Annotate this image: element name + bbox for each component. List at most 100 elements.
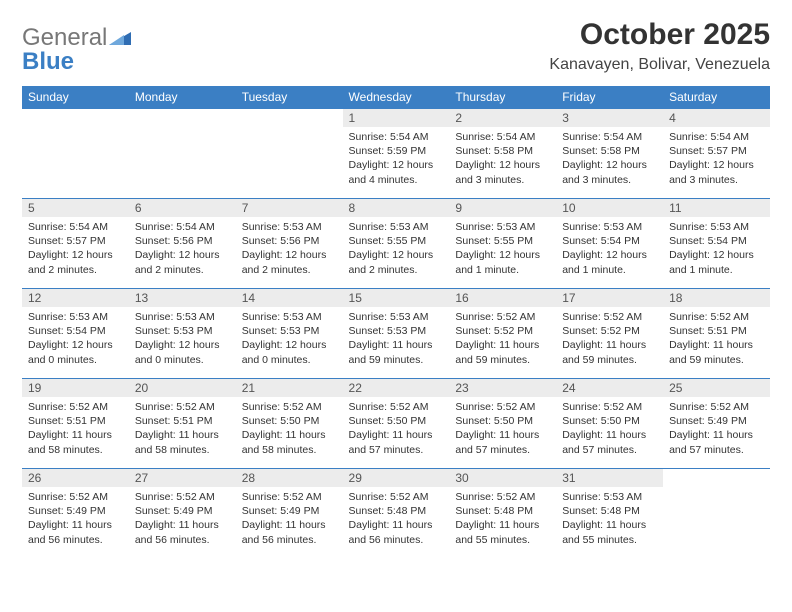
day-details: Sunrise: 5:53 AMSunset: 5:53 PMDaylight:… <box>343 307 450 371</box>
sunrise-line: Sunrise: 5:52 AM <box>669 310 764 324</box>
logo-text-2: Blue <box>22 48 131 76</box>
sunset-line: Sunset: 5:54 PM <box>28 324 123 338</box>
sunrise-line: Sunrise: 5:53 AM <box>349 220 444 234</box>
day-number: 2 <box>449 109 556 127</box>
daylight-line: Daylight: 11 hours and 56 minutes. <box>135 518 230 546</box>
day-number: 4 <box>663 109 770 127</box>
sunset-line: Sunset: 5:49 PM <box>135 504 230 518</box>
day-details: Sunrise: 5:52 AMSunset: 5:49 PMDaylight:… <box>22 487 129 551</box>
day-details: Sunrise: 5:52 AMSunset: 5:52 PMDaylight:… <box>449 307 556 371</box>
sunset-line: Sunset: 5:50 PM <box>562 414 657 428</box>
day-details: Sunrise: 5:53 AMSunset: 5:53 PMDaylight:… <box>129 307 236 371</box>
daylight-line: Daylight: 12 hours and 2 minutes. <box>28 248 123 276</box>
day-details: Sunrise: 5:52 AMSunset: 5:51 PMDaylight:… <box>22 397 129 461</box>
calendar-day-cell: 19Sunrise: 5:52 AMSunset: 5:51 PMDayligh… <box>22 379 129 469</box>
sunrise-line: Sunrise: 5:52 AM <box>455 400 550 414</box>
daylight-line: Daylight: 12 hours and 2 minutes. <box>135 248 230 276</box>
sunset-line: Sunset: 5:56 PM <box>135 234 230 248</box>
daylight-line: Daylight: 11 hours and 59 minutes. <box>349 338 444 366</box>
sunrise-line: Sunrise: 5:52 AM <box>562 310 657 324</box>
calendar-week-row: 19Sunrise: 5:52 AMSunset: 5:51 PMDayligh… <box>22 379 770 469</box>
day-number: 26 <box>22 469 129 487</box>
sunset-line: Sunset: 5:55 PM <box>349 234 444 248</box>
sunset-line: Sunset: 5:58 PM <box>455 144 550 158</box>
calendar-day-cell: 12Sunrise: 5:53 AMSunset: 5:54 PMDayligh… <box>22 289 129 379</box>
calendar-day-cell: 27Sunrise: 5:52 AMSunset: 5:49 PMDayligh… <box>129 469 236 559</box>
day-details: Sunrise: 5:54 AMSunset: 5:58 PMDaylight:… <box>556 127 663 191</box>
sunrise-line: Sunrise: 5:53 AM <box>349 310 444 324</box>
calendar-day-cell: 29Sunrise: 5:52 AMSunset: 5:48 PMDayligh… <box>343 469 450 559</box>
sunrise-line: Sunrise: 5:53 AM <box>455 220 550 234</box>
day-number: 21 <box>236 379 343 397</box>
sunrise-line: Sunrise: 5:52 AM <box>669 400 764 414</box>
sunrise-line: Sunrise: 5:53 AM <box>135 310 230 324</box>
day-details: Sunrise: 5:53 AMSunset: 5:56 PMDaylight:… <box>236 217 343 281</box>
calendar-day-cell: 4Sunrise: 5:54 AMSunset: 5:57 PMDaylight… <box>663 109 770 199</box>
daylight-line: Daylight: 12 hours and 2 minutes. <box>349 248 444 276</box>
sunset-line: Sunset: 5:57 PM <box>28 234 123 248</box>
calendar-day-cell <box>22 109 129 199</box>
day-details: Sunrise: 5:54 AMSunset: 5:57 PMDaylight:… <box>22 217 129 281</box>
day-details: Sunrise: 5:53 AMSunset: 5:48 PMDaylight:… <box>556 487 663 551</box>
day-number: 7 <box>236 199 343 217</box>
day-number: 22 <box>343 379 450 397</box>
weekday-header: Tuesday <box>236 86 343 109</box>
day-details: Sunrise: 5:52 AMSunset: 5:48 PMDaylight:… <box>343 487 450 551</box>
calendar-day-cell: 1Sunrise: 5:54 AMSunset: 5:59 PMDaylight… <box>343 109 450 199</box>
sunrise-line: Sunrise: 5:54 AM <box>562 130 657 144</box>
sunset-line: Sunset: 5:48 PM <box>562 504 657 518</box>
day-number: 8 <box>343 199 450 217</box>
sunrise-line: Sunrise: 5:52 AM <box>135 400 230 414</box>
month-title: October 2025 <box>549 18 770 52</box>
sunset-line: Sunset: 5:49 PM <box>28 504 123 518</box>
daylight-line: Daylight: 11 hours and 58 minutes. <box>135 428 230 456</box>
weekday-header: Sunday <box>22 86 129 109</box>
calendar-day-cell: 17Sunrise: 5:52 AMSunset: 5:52 PMDayligh… <box>556 289 663 379</box>
calendar-week-row: 1Sunrise: 5:54 AMSunset: 5:59 PMDaylight… <box>22 109 770 199</box>
calendar-day-cell: 22Sunrise: 5:52 AMSunset: 5:50 PMDayligh… <box>343 379 450 469</box>
day-details: Sunrise: 5:54 AMSunset: 5:56 PMDaylight:… <box>129 217 236 281</box>
daylight-line: Daylight: 11 hours and 56 minutes. <box>28 518 123 546</box>
calendar-header: SundayMondayTuesdayWednesdayThursdayFrid… <box>22 86 770 109</box>
sunset-line: Sunset: 5:56 PM <box>242 234 337 248</box>
sunrise-line: Sunrise: 5:54 AM <box>28 220 123 234</box>
sunset-line: Sunset: 5:50 PM <box>242 414 337 428</box>
calendar-day-cell: 7Sunrise: 5:53 AMSunset: 5:56 PMDaylight… <box>236 199 343 289</box>
sunrise-line: Sunrise: 5:52 AM <box>242 490 337 504</box>
daylight-line: Daylight: 12 hours and 3 minutes. <box>455 158 550 186</box>
daylight-line: Daylight: 12 hours and 1 minute. <box>562 248 657 276</box>
daylight-line: Daylight: 11 hours and 57 minutes. <box>562 428 657 456</box>
day-number: 16 <box>449 289 556 307</box>
daylight-line: Daylight: 12 hours and 0 minutes. <box>28 338 123 366</box>
daylight-line: Daylight: 12 hours and 3 minutes. <box>669 158 764 186</box>
sunset-line: Sunset: 5:58 PM <box>562 144 657 158</box>
day-details: Sunrise: 5:52 AMSunset: 5:49 PMDaylight:… <box>129 487 236 551</box>
calendar-day-cell: 14Sunrise: 5:53 AMSunset: 5:53 PMDayligh… <box>236 289 343 379</box>
day-details: Sunrise: 5:52 AMSunset: 5:50 PMDaylight:… <box>449 397 556 461</box>
daylight-line: Daylight: 11 hours and 58 minutes. <box>28 428 123 456</box>
sunset-line: Sunset: 5:50 PM <box>455 414 550 428</box>
day-details: Sunrise: 5:52 AMSunset: 5:49 PMDaylight:… <box>663 397 770 461</box>
calendar-day-cell: 31Sunrise: 5:53 AMSunset: 5:48 PMDayligh… <box>556 469 663 559</box>
calendar-day-cell: 16Sunrise: 5:52 AMSunset: 5:52 PMDayligh… <box>449 289 556 379</box>
logo-triangle-icon <box>109 24 131 52</box>
sunrise-line: Sunrise: 5:52 AM <box>135 490 230 504</box>
day-details: Sunrise: 5:53 AMSunset: 5:54 PMDaylight:… <box>22 307 129 371</box>
sunrise-line: Sunrise: 5:53 AM <box>28 310 123 324</box>
day-details: Sunrise: 5:52 AMSunset: 5:50 PMDaylight:… <box>556 397 663 461</box>
sunset-line: Sunset: 5:52 PM <box>562 324 657 338</box>
daylight-line: Daylight: 11 hours and 55 minutes. <box>455 518 550 546</box>
sunset-line: Sunset: 5:57 PM <box>669 144 764 158</box>
calendar-day-cell: 30Sunrise: 5:52 AMSunset: 5:48 PMDayligh… <box>449 469 556 559</box>
day-number <box>663 469 770 487</box>
sunrise-line: Sunrise: 5:54 AM <box>135 220 230 234</box>
day-details: Sunrise: 5:52 AMSunset: 5:48 PMDaylight:… <box>449 487 556 551</box>
daylight-line: Daylight: 12 hours and 1 minute. <box>669 248 764 276</box>
day-details: Sunrise: 5:52 AMSunset: 5:50 PMDaylight:… <box>236 397 343 461</box>
calendar-day-cell: 6Sunrise: 5:54 AMSunset: 5:56 PMDaylight… <box>129 199 236 289</box>
weekday-header: Saturday <box>663 86 770 109</box>
calendar-day-cell: 25Sunrise: 5:52 AMSunset: 5:49 PMDayligh… <box>663 379 770 469</box>
logo: GeneralBlue <box>22 18 131 76</box>
calendar-day-cell: 10Sunrise: 5:53 AMSunset: 5:54 PMDayligh… <box>556 199 663 289</box>
sunrise-line: Sunrise: 5:54 AM <box>455 130 550 144</box>
